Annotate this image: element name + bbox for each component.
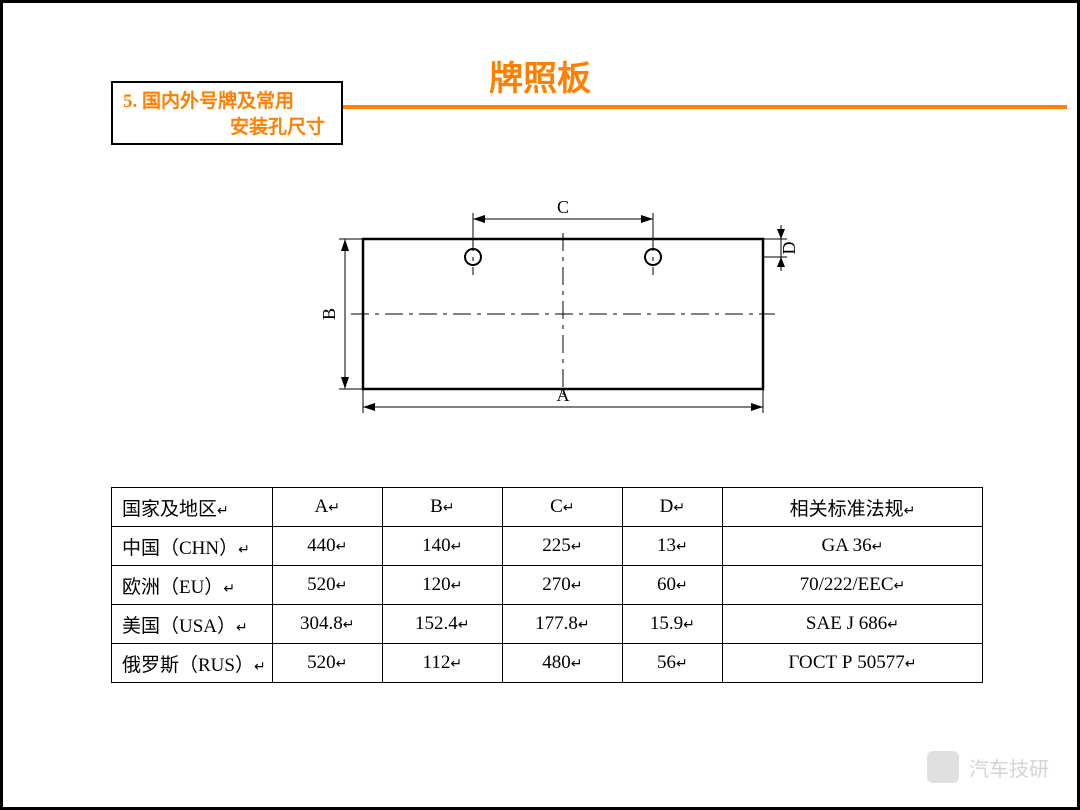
spec-table-wrap: 国家及地区↵A↵B↵C↵D↵相关标准法规↵ 中国（CHN）↵440↵140↵22… (111, 487, 983, 683)
table-cell: 中国（CHN）↵ (112, 527, 273, 566)
table-header-cell: A↵ (272, 488, 382, 527)
table-row: 中国（CHN）↵440↵140↵225↵13↵GA 36↵ (112, 527, 983, 566)
section-line1: 国内外号牌及常用 (142, 91, 294, 112)
table-cell: GA 36↵ (722, 527, 982, 566)
table-cell: ГОСТ Р 50577↵ (722, 644, 982, 683)
table-header-row: 国家及地区↵A↵B↵C↵D↵相关标准法规↵ (112, 488, 983, 527)
table-cell: 152.4↵ (382, 605, 502, 644)
table-cell: 225↵ (502, 527, 622, 566)
table-cell: 270↵ (502, 566, 622, 605)
table-cell: 13↵ (622, 527, 722, 566)
table-header-cell: 相关标准法规↵ (722, 488, 982, 527)
svg-text:A: A (557, 385, 570, 405)
table-row: 美国（USA）↵304.8↵152.4↵177.8↵15.9↵SAE J 686… (112, 605, 983, 644)
watermark: 汽车技研 (927, 751, 1049, 783)
table-cell: 美国（USA）↵ (112, 605, 273, 644)
table-cell: 欧洲（EU）↵ (112, 566, 273, 605)
table-header-cell: B↵ (382, 488, 502, 527)
table-cell: 112↵ (382, 644, 502, 683)
table-row: 欧洲（EU）↵520↵120↵270↵60↵70/222/EEC↵ (112, 566, 983, 605)
table-row: 俄罗斯（RUS）↵520↵112↵480↵56↵ГОСТ Р 50577↵ (112, 644, 983, 683)
watermark-text: 汽车技研 (969, 753, 1049, 782)
section-line2: 安装孔尺寸 (123, 115, 331, 141)
table-cell: 15.9↵ (622, 605, 722, 644)
table-body: 中国（CHN）↵440↵140↵225↵13↵GA 36↵欧洲（EU）↵520↵… (112, 527, 983, 683)
table-cell: 520↵ (272, 566, 382, 605)
table-cell: 304.8↵ (272, 605, 382, 644)
svg-text:D: D (779, 242, 799, 255)
watermark-icon (927, 751, 959, 783)
table-cell: 120↵ (382, 566, 502, 605)
table-header-cell: C↵ (502, 488, 622, 527)
svg-text:C: C (557, 199, 569, 217)
section-number: 5. (123, 91, 137, 112)
svg-text:B: B (319, 308, 339, 320)
table-header-cell: 国家及地区↵ (112, 488, 273, 527)
table-cell: 56↵ (622, 644, 722, 683)
table-cell: 俄罗斯（RUS）↵ (112, 644, 273, 683)
plate-diagram: A B C (303, 199, 863, 439)
table-cell: 440↵ (272, 527, 382, 566)
table-cell: 520↵ (272, 644, 382, 683)
table-cell: 70/222/EEC↵ (722, 566, 982, 605)
table-cell: 480↵ (502, 644, 622, 683)
slide-frame: 牌照板 5. 国内外号牌及常用 安装孔尺寸 (0, 0, 1080, 810)
table-header-cell: D↵ (622, 488, 722, 527)
table-cell: 60↵ (622, 566, 722, 605)
table-cell: SAE J 686↵ (722, 605, 982, 644)
table-cell: 140↵ (382, 527, 502, 566)
table-cell: 177.8↵ (502, 605, 622, 644)
spec-table: 国家及地区↵A↵B↵C↵D↵相关标准法规↵ 中国（CHN）↵440↵140↵22… (111, 487, 983, 683)
section-heading: 5. 国内外号牌及常用 安装孔尺寸 (111, 81, 343, 145)
